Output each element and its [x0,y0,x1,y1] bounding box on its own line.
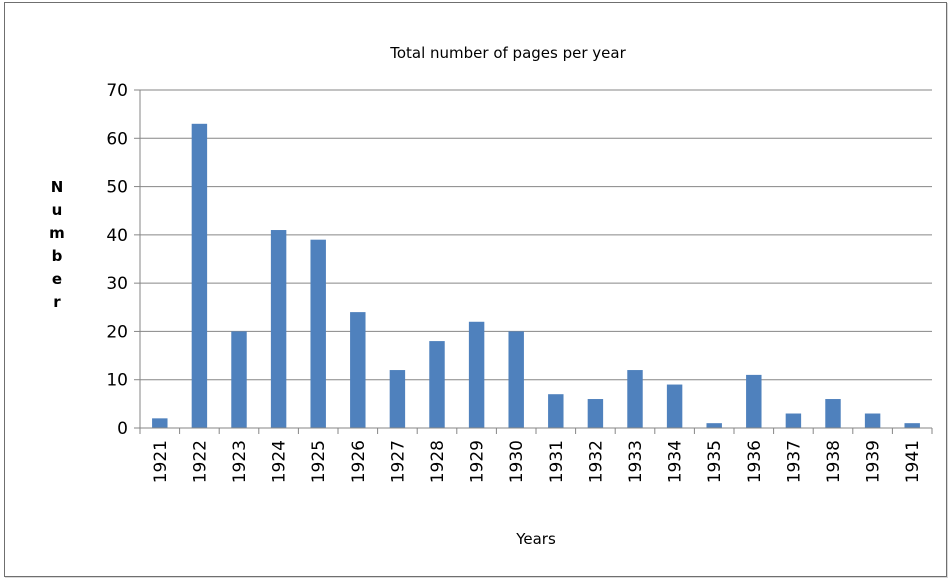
bar-1933 [627,370,643,428]
y-tick-label: 30 [106,274,128,294]
x-tick-label: 1935 [705,440,725,483]
x-tick-label: 1922 [190,440,210,483]
x-tick-label: 1927 [388,440,408,483]
x-tick-label: 1924 [270,440,290,483]
bar-1923 [231,331,247,428]
y-tick-label: 60 [106,129,128,149]
x-tick-label: 1932 [586,440,606,483]
bar-1939 [864,413,881,428]
x-tick-label: 1926 [349,440,369,483]
x-tick-labels: 1921 1922 1923 1924 1925 1926 1927 1928 1929 1930… [151,440,923,483]
bar-1937 [785,413,802,428]
y-tick-labels: 0 10 20 30 40 50 60 70 [106,81,128,439]
x-tick-label: 1941 [903,440,923,483]
bar-1924 [270,230,287,428]
bar-1931 [548,394,564,428]
x-tick-label: 1933 [626,440,646,483]
bar-1932 [587,399,604,428]
x-tick-label: 1934 [666,440,686,483]
y-tick-label: 40 [106,226,128,246]
chart-frame [4,2,947,577]
y-axis-title-letter: N [51,178,64,196]
bar-1930 [508,331,524,428]
bar-1928 [429,341,445,428]
x-tick-label: 1923 [230,440,250,483]
x-tick-label: 1938 [824,440,844,483]
y-tick-label: 50 [106,178,128,198]
y-tick-label: 0 [117,419,128,439]
x-axis-title: Years [515,530,556,548]
x-tick-label: 1930 [507,440,527,483]
y-tick-label: 70 [106,81,128,101]
bar-1926 [350,312,366,428]
bar-1921 [152,418,168,428]
bar-1925 [310,239,326,428]
y-axis-title-letter: m [49,224,65,242]
x-tick-label: 1928 [428,440,448,483]
bar-1922 [191,123,208,429]
x-tick-label: 1936 [745,440,765,483]
x-tick-label: 1931 [547,440,567,483]
y-tick-label: 20 [106,322,128,342]
bar-1935 [706,423,722,428]
bar-1938 [825,399,841,428]
y-axis-title-letter: r [53,293,61,311]
axes [134,89,933,434]
chart-title: Total number of pages per year [389,44,626,62]
x-tick-label: 1929 [468,440,488,483]
x-tick-label: 1939 [864,440,884,483]
bar-1934 [666,384,683,428]
x-tick-label: 1921 [151,440,171,483]
bars [152,123,920,429]
bar-1927 [389,370,406,428]
x-tick-label: 1937 [784,440,804,483]
x-tick-label: 1925 [309,440,329,483]
gridlines [140,89,932,381]
bar-1941 [904,423,920,428]
bar-1929 [468,321,485,428]
y-tick-label: 10 [106,371,128,391]
y-axis-title-letter: b [52,247,63,265]
y-axis-title-letter: e [52,270,62,288]
y-axis-title-letter: u [52,201,63,219]
bar-1936 [746,374,762,428]
